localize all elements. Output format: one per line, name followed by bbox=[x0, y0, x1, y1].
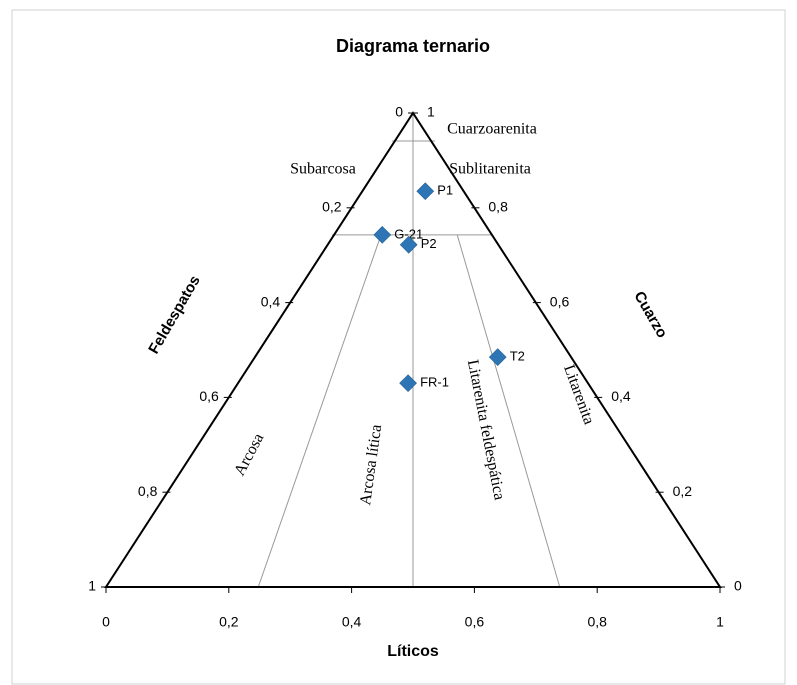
region-label: Cuarzoarenita bbox=[447, 121, 537, 138]
bottom-axis-title: Líticos bbox=[387, 643, 439, 660]
left-tick-label: 0,6 bbox=[199, 388, 219, 404]
region-label: Arcosa bbox=[231, 431, 267, 479]
left-axis-title: Feldespatos bbox=[145, 273, 203, 357]
left-tick-label: 0,4 bbox=[261, 293, 281, 309]
data-point bbox=[399, 374, 417, 393]
x-tick-label: 0 bbox=[102, 614, 110, 630]
right-tick-label: 0,2 bbox=[673, 483, 693, 499]
region-label: Arcosa lítica bbox=[357, 423, 385, 506]
point-label: G-21 bbox=[394, 226, 423, 241]
left-tick-label: 0 bbox=[395, 104, 403, 120]
point-label: T2 bbox=[510, 349, 525, 364]
x-tick-label: 0,4 bbox=[342, 614, 362, 630]
x-tick-label: 0,6 bbox=[465, 614, 485, 630]
x-tick-label: 0,2 bbox=[219, 614, 239, 630]
data-point bbox=[488, 348, 507, 366]
point-label: P1 bbox=[437, 183, 453, 198]
right-tick-label: 0,4 bbox=[611, 388, 631, 404]
region-label: Sublitarenita bbox=[449, 161, 531, 178]
x-tick-label: 0,8 bbox=[587, 614, 607, 630]
data-point bbox=[373, 225, 392, 244]
boundary-line bbox=[257, 234, 382, 588]
right-axis-title: Cuarzo bbox=[630, 288, 670, 341]
data-point bbox=[416, 182, 435, 201]
region-label: Litarenita feldespática bbox=[464, 358, 508, 501]
chart-border bbox=[11, 9, 786, 685]
chart-title: Diagrama ternario bbox=[336, 36, 490, 56]
left-tick-label: 1 bbox=[88, 578, 96, 594]
boundary-line bbox=[456, 234, 561, 588]
right-tick-label: 1 bbox=[427, 104, 435, 120]
left-tick-label: 0,8 bbox=[138, 483, 158, 499]
x-tick-label: 1 bbox=[716, 614, 724, 630]
right-tick-label: 0,6 bbox=[550, 293, 570, 309]
point-label: P2 bbox=[421, 236, 437, 251]
region-label: Subarcosa bbox=[290, 161, 356, 178]
left-tick-label: 0,2 bbox=[322, 199, 342, 215]
region-label: Litarenita bbox=[560, 363, 597, 427]
point-label: FR-1 bbox=[420, 375, 449, 390]
right-tick-label: 0,8 bbox=[488, 199, 508, 215]
data-point bbox=[399, 235, 418, 254]
ternary-frame bbox=[104, 111, 722, 588]
right-tick-label: 0 bbox=[734, 578, 742, 594]
